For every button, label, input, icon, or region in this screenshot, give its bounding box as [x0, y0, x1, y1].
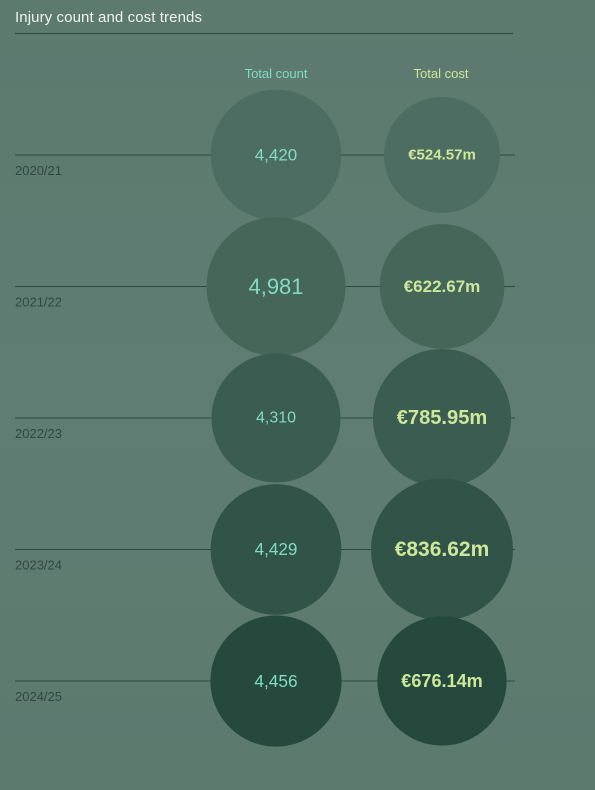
count-value-label: 4,310 [256, 410, 296, 427]
chart-title: Injury count and cost trends [15, 9, 203, 26]
count-bubble [211, 353, 341, 483]
count-bubble [206, 217, 346, 356]
cost-bubble [372, 348, 512, 488]
count-value-label: 4,456 [254, 671, 297, 691]
count-bubble [210, 615, 342, 747]
column-header-total-count: Total count [244, 66, 308, 81]
count-value-label: 4,981 [248, 274, 303, 299]
cost-bubble [371, 478, 513, 621]
chart-row: 2024/25 4,456 €676.14m [15, 615, 515, 747]
year-label: 2024/25 [15, 689, 62, 704]
cost-bubble [384, 97, 500, 213]
cost-value-label: €524.57m [408, 147, 476, 164]
cost-bubble [379, 224, 505, 349]
chart-row: 2021/22 4,981 €622.67m [15, 217, 515, 356]
chart-row: 2023/24 4,429 €836.62m [15, 478, 515, 621]
year-label: 2022/23 [15, 426, 62, 441]
year-label: 2021/22 [15, 295, 62, 310]
count-value-label: 4,429 [255, 540, 298, 559]
count-bubble [210, 89, 342, 221]
cost-value-label: €836.62m [395, 538, 490, 561]
cost-value-label: €622.67m [404, 277, 481, 296]
chart-rows: 2020/21 4,420 €524.57m 2021/22 4,981 €622.67m… [15, 89, 515, 747]
cost-value-label: €785.95m [397, 407, 488, 429]
title-divider [15, 33, 513, 34]
count-bubble [210, 484, 342, 615]
chart-row: 2020/21 4,420 €524.57m [15, 89, 515, 221]
column-header-total-cost: Total cost [413, 66, 469, 81]
count-value-label: 4,420 [255, 146, 298, 165]
chart-row: 2022/23 4,310 €785.95m [15, 348, 515, 488]
year-label: 2023/24 [15, 558, 62, 573]
year-label: 2020/21 [15, 163, 62, 178]
cost-value-label: €676.14m [401, 671, 483, 691]
cost-bubble [377, 616, 507, 746]
